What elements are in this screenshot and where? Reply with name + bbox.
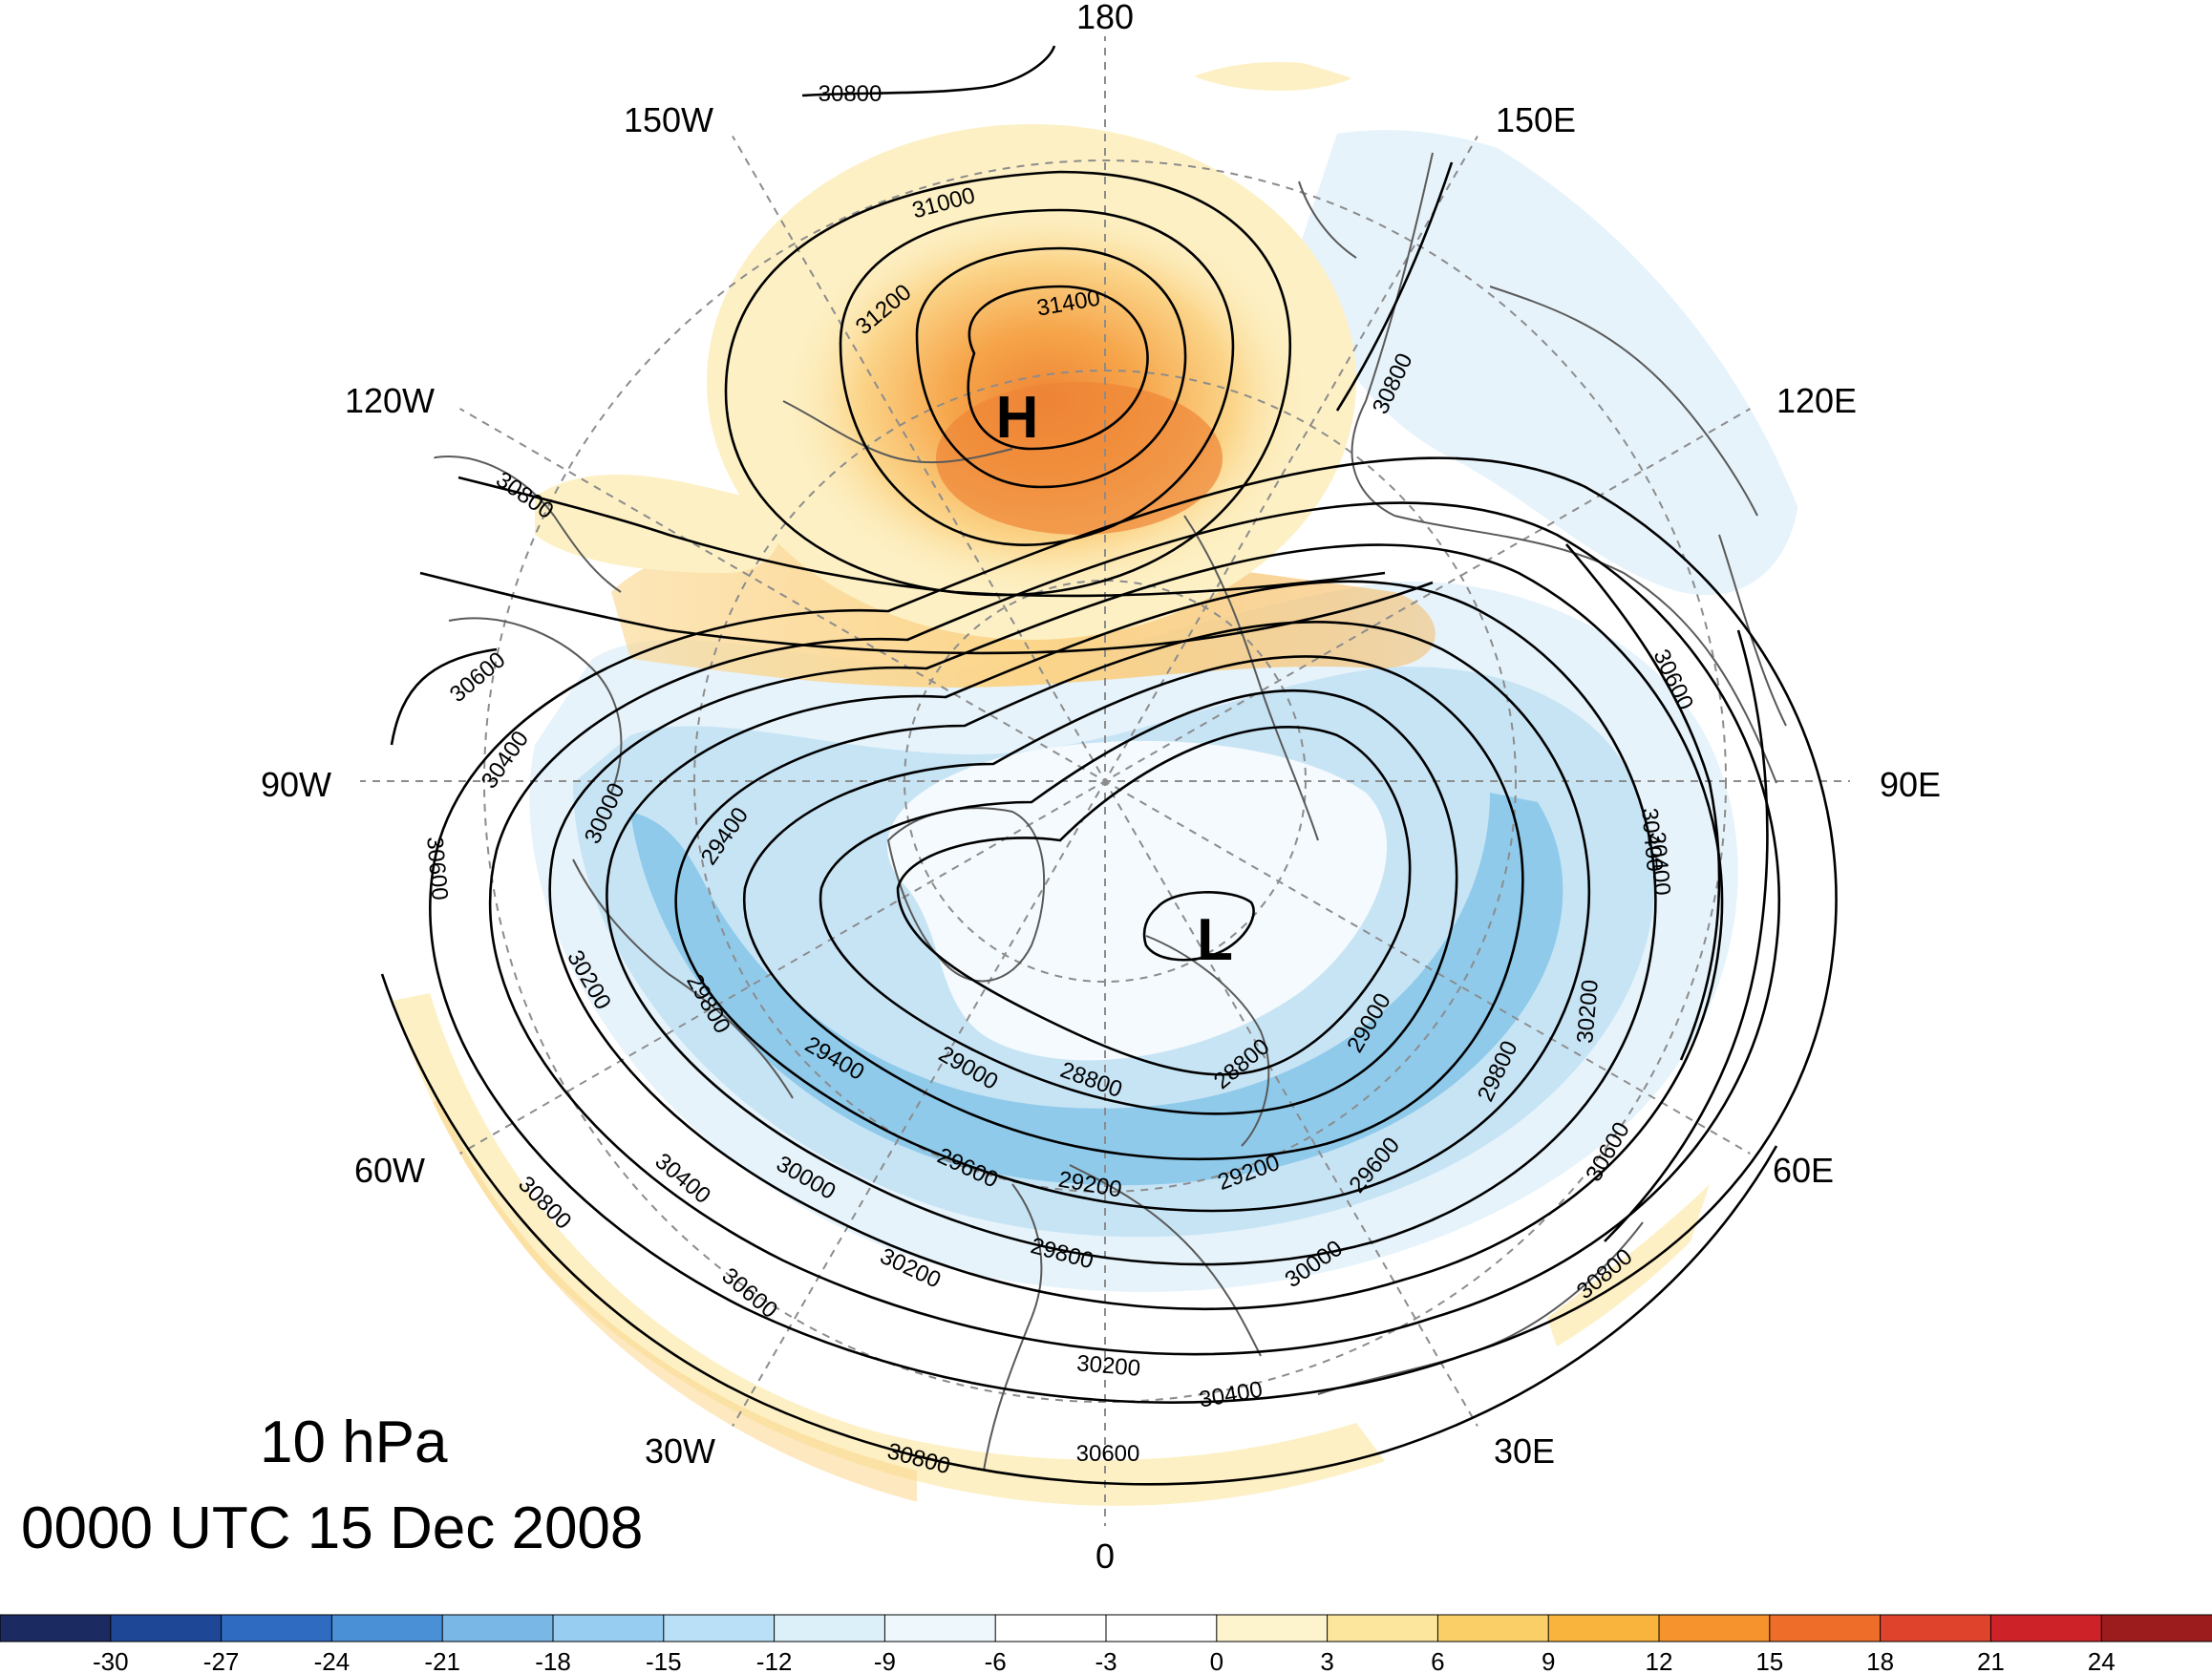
low-pressure-center: L bbox=[1197, 907, 1233, 973]
colorbar-tick-label: -21 bbox=[424, 1647, 460, 1674]
colorbar-tick-label: -12 bbox=[756, 1647, 793, 1674]
colorbar-swatch bbox=[1989, 1614, 2103, 1642]
colorbar-tick-label: 18 bbox=[1866, 1647, 1894, 1674]
pressure-level-label: 10 hPa bbox=[260, 1409, 448, 1475]
colorbar-tick-label: 21 bbox=[1977, 1647, 2005, 1674]
contour-label: 30200 bbox=[1075, 1350, 1141, 1382]
colorbar-tick-label: -9 bbox=[874, 1647, 896, 1674]
colorbar-swatch bbox=[1769, 1614, 1882, 1642]
colorbar: -30 -27 -24 -21 -18 -15 -12 -9 -6 -3 0 3 6 9 12 15 18 21 2… bbox=[0, 1614, 2212, 1674]
lon-label: 150W bbox=[624, 100, 713, 139]
colorbar-tick-label: 6 bbox=[1431, 1647, 1444, 1674]
contour-label: 30600 bbox=[1076, 1441, 1140, 1467]
graticule bbox=[360, 36, 1850, 1526]
colorbar-tick-label: -27 bbox=[203, 1647, 240, 1674]
contour-label: 30400 bbox=[1644, 831, 1675, 897]
colorbar-tick-label: -3 bbox=[1095, 1647, 1117, 1674]
colorbar-swatch bbox=[1880, 1614, 1992, 1642]
valid-time-label: 0000 UTC 15 Dec 2008 bbox=[21, 1495, 644, 1561]
colorbar-swatch bbox=[1216, 1614, 1329, 1642]
colorbar-tick-label: 0 bbox=[1210, 1647, 1223, 1674]
colorbar-tick-label: 24 bbox=[2088, 1647, 2116, 1674]
lon-label: 60E bbox=[1773, 1151, 1834, 1190]
contour-label: 30200 bbox=[1572, 979, 1604, 1045]
colorbar-tick-label: -6 bbox=[985, 1647, 1007, 1674]
colorbar-tick-label: 3 bbox=[1320, 1647, 1333, 1674]
colorbar-swatch bbox=[1105, 1614, 1218, 1642]
lon-label-left: 90W bbox=[261, 765, 331, 804]
colorbar-swatch bbox=[330, 1614, 444, 1642]
height-contours bbox=[380, 45, 1838, 1486]
lon-label-top: 180 bbox=[1076, 0, 1134, 36]
colorbar-swatch bbox=[441, 1614, 555, 1642]
contour-label: 30400 bbox=[1636, 807, 1668, 873]
lon-label: 30E bbox=[1494, 1431, 1555, 1471]
colorbar-tick-labels: -30 -27 -24 -21 -18 -15 -12 -9 -6 -3 0 3 6 9 12 15 18 21 2… bbox=[93, 1647, 2116, 1674]
colorbar-swatch bbox=[0, 1614, 112, 1642]
colorbar-tick-label: -30 bbox=[93, 1647, 129, 1674]
lon-label: 120E bbox=[1776, 381, 1857, 420]
colorbar-swatch bbox=[1547, 1614, 1660, 1642]
colorbar-swatch bbox=[1436, 1614, 1550, 1642]
colorbar-tick-label: 9 bbox=[1542, 1647, 1555, 1674]
contour-label: 30600 bbox=[421, 836, 453, 901]
lon-label: 150E bbox=[1496, 100, 1576, 139]
colorbar-swatch bbox=[110, 1614, 223, 1642]
colorbar-tick-label: 12 bbox=[1646, 1647, 1673, 1674]
contour-label: 30800 bbox=[819, 81, 883, 107]
colorbar-tick-label: -18 bbox=[535, 1647, 571, 1674]
colorbar-swatch bbox=[1327, 1614, 1439, 1642]
colorbar-swatch bbox=[883, 1614, 997, 1642]
lon-label-bottom: 0 bbox=[1095, 1536, 1115, 1576]
colorbar-swatch bbox=[774, 1614, 886, 1642]
colorbar-swatches bbox=[0, 1614, 2212, 1642]
colorbar-swatch bbox=[663, 1614, 776, 1642]
colorbar-swatch bbox=[1658, 1614, 1771, 1642]
colorbar-swatch bbox=[552, 1614, 665, 1642]
longitude-labels: 180 0 90W 90E 150W 120W 150E 120E 60W 30… bbox=[261, 0, 1941, 1576]
colorbar-swatch bbox=[221, 1614, 333, 1642]
lon-label-right: 90E bbox=[1880, 765, 1941, 804]
high-pressure-center: H bbox=[996, 385, 1039, 451]
colorbar-tick-label: 15 bbox=[1755, 1647, 1783, 1674]
colorbar-tick-label: -15 bbox=[646, 1647, 682, 1674]
colorbar-swatch bbox=[994, 1614, 1107, 1642]
colorbar-swatch bbox=[2100, 1614, 2212, 1642]
lon-label: 60W bbox=[354, 1151, 425, 1190]
lon-label: 120W bbox=[345, 381, 435, 420]
lon-label: 30W bbox=[645, 1431, 715, 1471]
colorbar-tick-label: -24 bbox=[314, 1647, 351, 1674]
